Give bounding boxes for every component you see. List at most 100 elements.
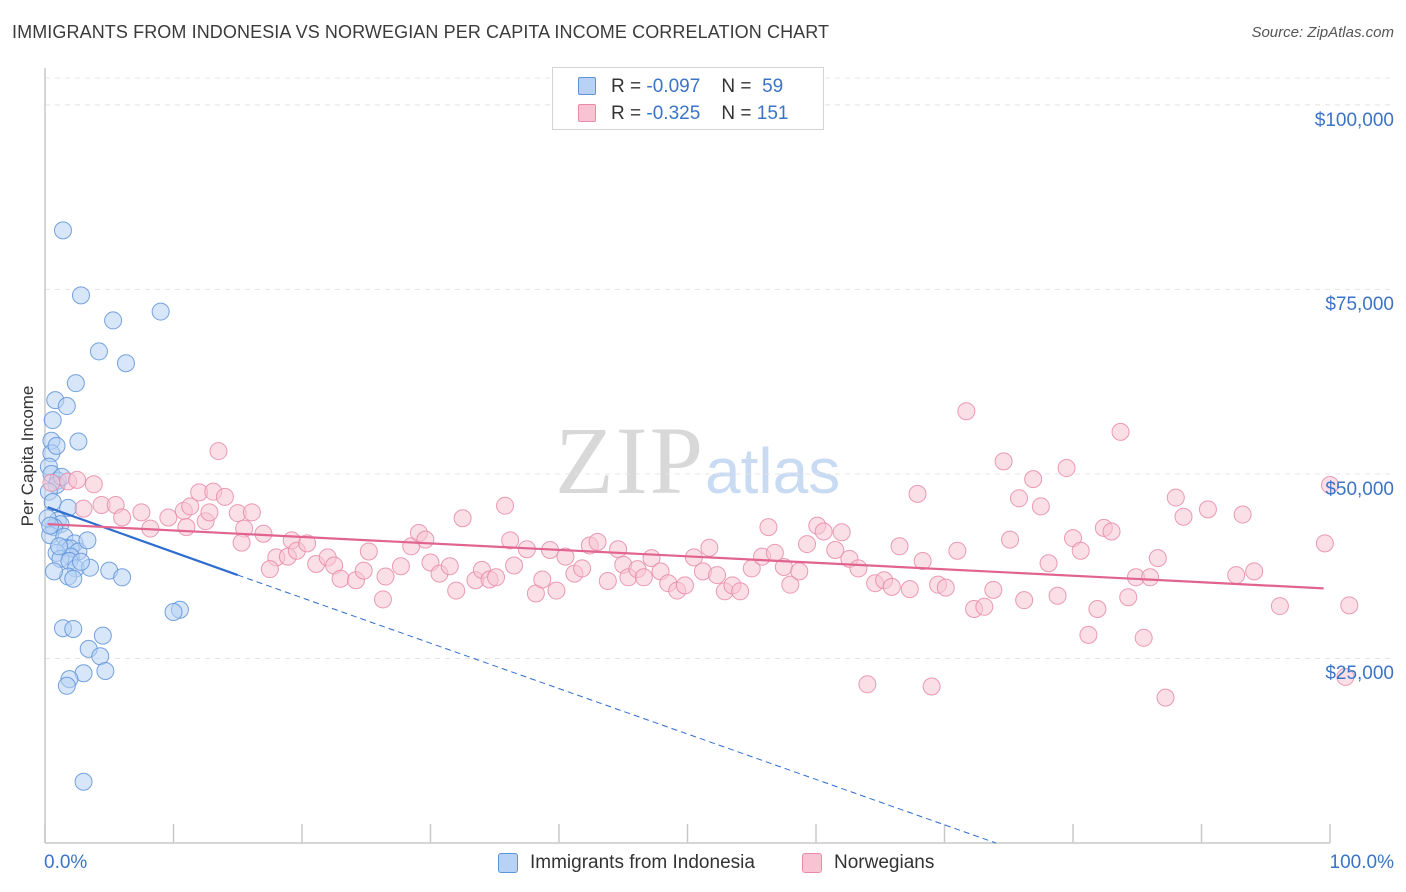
data-point-norwegians [487,568,506,587]
data-point-norwegians [1156,688,1175,707]
data-point-norwegians [181,497,200,516]
watermark-atlas: atlas [705,435,841,507]
data-point-norwegians [890,537,909,556]
data-point-norwegians [391,557,410,576]
data-point-norwegians [588,532,607,551]
data-point-norwegians [994,452,1013,471]
legend-swatch-blue [578,77,596,95]
data-point-norwegians [781,575,800,594]
data-point-norwegians [759,518,778,537]
data-point-indonesia [43,411,62,430]
data-point-norwegians [260,560,279,579]
data-point-norwegians [1134,628,1153,647]
data-point-norwegians [790,562,809,581]
data-point-norwegians [1336,667,1355,686]
data-point-norwegians [359,542,378,561]
data-point-indonesia [96,662,115,681]
data-point-indonesia [64,569,83,588]
chart-title: IMMIGRANTS FROM INDONESIA VS NORWEGIAN P… [12,22,830,42]
legend-r-label: R = [611,76,642,97]
data-point-norwegians [1148,549,1167,568]
trend-line-indonesia [47,506,239,577]
data-point-norwegians [159,508,178,527]
legend-n-label: N = [721,103,752,124]
legend-stat-text: R = -0.325 N = 151 [611,103,788,125]
watermark-zip: ZIP [555,407,705,514]
data-point-indonesia [113,568,132,587]
trend-line-indonesia-extension [237,574,997,844]
watermark: ZIPatlas [555,405,840,516]
data-point-norwegians [849,559,868,578]
data-point-norwegians [900,580,919,599]
data-point-norwegians [1102,522,1121,541]
data-point-norwegians [826,540,845,559]
trend-line-norwegians [47,523,1324,590]
data-point-norwegians [1315,534,1334,553]
data-point-norwegians [354,561,373,580]
data-point-norwegians [200,503,219,522]
data-point-norwegians [858,675,877,694]
data-point-norwegians [975,597,994,616]
data-point-norwegians [1057,459,1076,478]
data-point-norwegians [1079,625,1098,644]
data-point-norwegians [1227,566,1246,585]
data-point-indonesia [89,342,108,361]
data-point-indonesia [69,432,88,451]
data-point-norwegians [1270,597,1289,616]
data-point-norwegians [132,503,151,522]
source-note: Source: ZipAtlas.com [1251,24,1394,41]
data-point-norwegians [1166,488,1185,507]
legend-series-name: Norwegians [834,852,935,873]
data-point-norwegians [331,569,350,588]
data-point-indonesia [71,286,90,305]
data-point-indonesia [71,552,90,571]
data-point-norwegians [922,677,941,696]
data-point-norwegians [1039,554,1058,573]
data-point-norwegians [84,475,103,494]
data-point-indonesia [43,493,62,511]
x-tick-max: 100.0% [1329,852,1394,873]
data-point-norwegians [1245,562,1264,581]
y-tick-label: $25,000 [1325,663,1394,685]
data-point-norwegians [948,541,967,560]
data-point-norwegians [242,503,261,522]
data-point-norwegians [1111,422,1130,441]
data-point-norwegians [215,487,234,506]
data-point-indonesia [116,354,135,373]
data-point-norwegians [556,547,575,566]
data-point-indonesia [44,562,63,581]
data-point-norwegians [609,540,628,559]
data-point-indonesia [164,602,183,621]
data-point-norwegians [984,580,1003,599]
data-point-norwegians [373,590,392,609]
legend-swatch-pink [578,104,596,122]
legend-stat-text: R = -0.097 N = 59 [611,76,783,98]
data-point-norwegians [598,571,617,590]
data-point-norwegians [1010,489,1029,508]
data-point-norwegians [68,470,87,489]
y-tick-label: $100,000 [1314,109,1394,131]
data-point-norwegians [1001,530,1020,549]
legend-swatch-blue [498,853,518,873]
data-point-indonesia [53,221,72,240]
data-point-norwegians [675,576,694,595]
data-point-norwegians [832,523,851,542]
data-point-norwegians [447,581,466,600]
data-point-norwegians [731,582,750,601]
data-point-norwegians [113,508,132,527]
data-point-norwegians [74,499,93,518]
data-point-norwegians [376,567,395,586]
data-point-norwegians [798,535,817,554]
data-point-indonesia [78,531,97,550]
data-point-indonesia [64,619,83,638]
data-point-indonesia [47,436,66,455]
data-point-norwegians [440,557,459,576]
legend-swatch-pink [802,853,822,873]
data-point-indonesia [93,626,112,645]
data-point-norwegians [573,559,592,578]
data-point-indonesia [50,537,69,556]
data-point-norwegians [416,530,435,549]
data-point-indonesia [74,772,93,791]
data-point-norwegians [908,484,927,503]
